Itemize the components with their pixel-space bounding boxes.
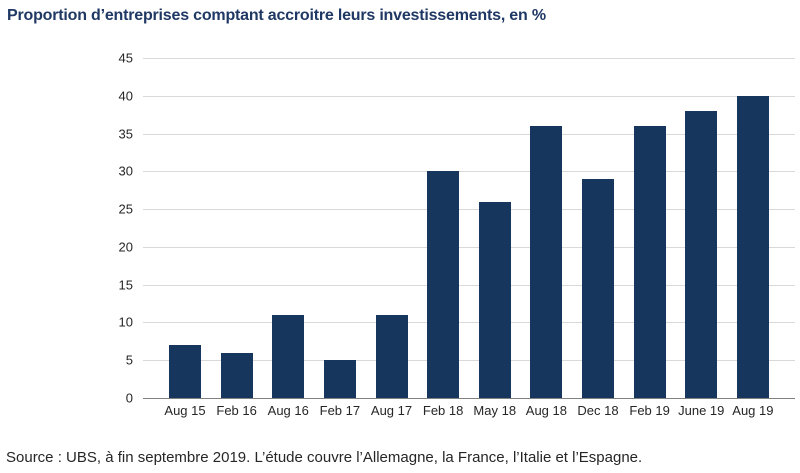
bar-june-19 xyxy=(685,110,718,398)
y-tick-label: 0 xyxy=(125,390,133,406)
bar-column: May 18 xyxy=(473,58,516,417)
x-tick-label: Dec 18 xyxy=(577,403,619,418)
bar-feb-16 xyxy=(220,352,253,398)
gridline xyxy=(143,209,795,211)
bar-column: Aug 17 xyxy=(371,58,412,417)
gridline xyxy=(143,171,795,173)
bar-may-18 xyxy=(478,201,511,398)
x-tick-label: Aug 19 xyxy=(732,403,774,418)
x-tick-label: Aug 18 xyxy=(525,403,567,418)
y-tick-label: 25 xyxy=(118,201,133,217)
bar-column: June 19 xyxy=(678,58,724,417)
bar-aug-19 xyxy=(736,95,769,398)
source-note: Source : UBS, à fin septembre 2019. L’ét… xyxy=(6,449,643,466)
bar-feb-18 xyxy=(427,171,460,398)
x-tick-label: Feb 16 xyxy=(216,403,257,418)
bar-column: Feb 16 xyxy=(216,58,257,417)
gridline xyxy=(143,58,795,59)
bar-column: Aug 18 xyxy=(526,58,567,417)
y-tick-label: 45 xyxy=(118,50,133,66)
bar-column: Feb 18 xyxy=(423,58,463,417)
x-tick-label: Feb 19 xyxy=(629,403,670,418)
y-tick-label: 5 xyxy=(125,352,133,368)
bar-aug-18 xyxy=(530,126,563,398)
gridline xyxy=(143,246,795,248)
y-axis-labels: 45 40 35 30 25 20 15 10 5 0 xyxy=(93,52,133,405)
bar-aug-15 xyxy=(169,345,201,398)
bar-feb-19 xyxy=(633,126,666,398)
x-tick-label: Aug 17 xyxy=(370,403,413,418)
x-tick-label: Aug 16 xyxy=(267,403,309,418)
y-tick-label: 40 xyxy=(118,88,133,104)
chart-title: Proportion d’entreprises comptant accroi… xyxy=(7,7,546,24)
bar-aug-16 xyxy=(272,314,305,398)
bar-aug-17 xyxy=(375,314,408,398)
plot-area: Aug 15 Feb 16 Aug 16 Feb 17 Aug 17 Feb 18 May … xyxy=(143,58,795,417)
x-tick-label: May 18 xyxy=(473,403,517,418)
gridline xyxy=(143,284,795,286)
y-tick-label: 30 xyxy=(118,163,133,179)
y-tick-label: 20 xyxy=(118,239,133,255)
x-tick-label: Feb 18 xyxy=(422,403,464,418)
x-tick-label: June 19 xyxy=(678,403,725,418)
bar-column: Feb 17 xyxy=(320,58,360,417)
bar-dec-18 xyxy=(582,178,614,398)
bar-column: Dec 18 xyxy=(577,58,619,417)
y-tick-label: 35 xyxy=(118,126,133,142)
bar-column: Aug 15 xyxy=(164,58,206,417)
bar-column: Aug 16 xyxy=(268,58,309,417)
gridline xyxy=(143,95,795,97)
gridline xyxy=(143,133,795,135)
y-tick-label: 15 xyxy=(118,277,133,293)
bar-column: Aug 19 xyxy=(732,58,773,417)
gridline xyxy=(143,322,795,324)
gridline xyxy=(143,360,795,362)
y-tick-label: 10 xyxy=(118,314,133,330)
bars: Aug 15 Feb 16 Aug 16 Feb 17 Aug 17 Feb 18 May … xyxy=(143,58,795,417)
bar-column: Feb 19 xyxy=(629,58,670,417)
bar-feb-17 xyxy=(323,360,356,398)
x-tick-label: Feb 17 xyxy=(319,403,361,418)
x-tick-label: Aug 15 xyxy=(164,403,206,418)
